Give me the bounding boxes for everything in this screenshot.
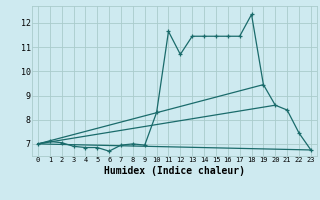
X-axis label: Humidex (Indice chaleur): Humidex (Indice chaleur) — [104, 166, 245, 176]
